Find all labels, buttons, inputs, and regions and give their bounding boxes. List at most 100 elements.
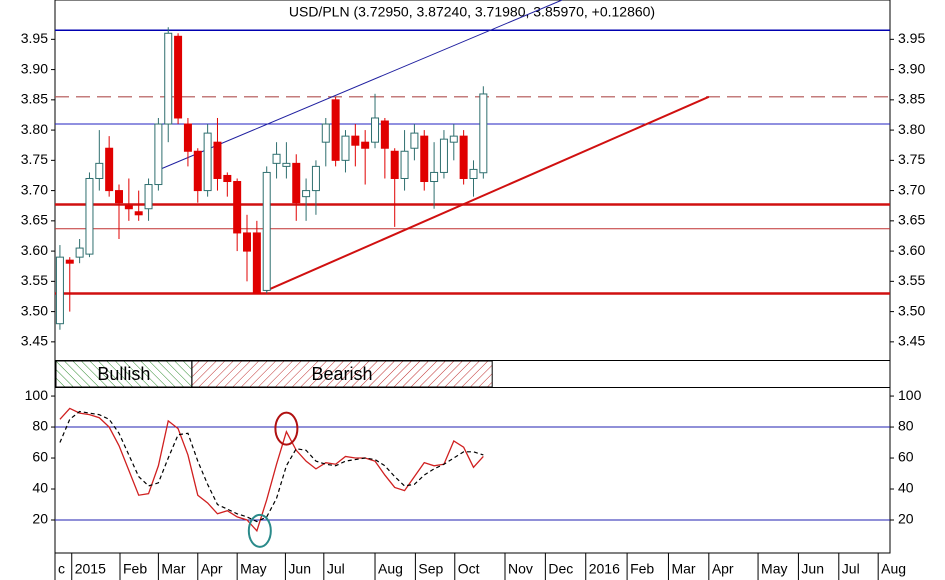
y-tick-label-right: 3.60 <box>898 242 925 258</box>
candle-body <box>65 259 74 264</box>
chart-title: USD/PLN (3.72950, 3.87240, 3.71980, 3.85… <box>289 4 655 20</box>
y-tick-label: 3.95 <box>21 30 48 46</box>
candle-body <box>479 93 488 174</box>
candle-body <box>85 177 94 255</box>
candle-body <box>449 135 458 143</box>
trend-line <box>158 0 563 171</box>
x-tick-label: Jul <box>842 561 860 577</box>
candle-body <box>252 232 261 294</box>
y-tick-label: 20 <box>32 511 48 527</box>
candle-body <box>430 171 439 183</box>
series-line <box>59 407 484 533</box>
candle-body <box>243 232 252 252</box>
x-tick-label: Apr <box>201 561 223 577</box>
candle-body <box>380 120 389 149</box>
y-tick-label-right: 3.95 <box>898 30 925 46</box>
y-tick-label: 60 <box>32 449 48 465</box>
y-tick-label: 3.50 <box>21 302 48 318</box>
candle-body <box>164 32 173 125</box>
candle-body <box>272 153 281 164</box>
x-tick-label: Oct <box>458 561 480 577</box>
region <box>191 360 493 388</box>
candle-body <box>292 162 301 204</box>
x-tick-label: 2015 <box>75 561 106 577</box>
y-tick-label-right: 3.50 <box>898 302 925 318</box>
y-tick-label-right: 20 <box>898 511 914 527</box>
x-tick-label: Jun <box>801 561 824 577</box>
y-tick-label: 3.80 <box>21 121 48 137</box>
candle-body <box>282 162 291 167</box>
y-tick-label-right: 3.70 <box>898 181 925 197</box>
candle-body <box>203 132 212 192</box>
y-tick-label-right: 3.65 <box>898 212 925 228</box>
candle-body <box>154 123 163 186</box>
candle-body <box>439 138 448 173</box>
x-tick-label: Apr <box>712 561 734 577</box>
candle-body <box>75 247 84 258</box>
highlight-circle <box>274 411 299 446</box>
candle-body <box>321 123 330 143</box>
candle-body <box>331 99 340 161</box>
y-tick-label: 3.70 <box>21 181 48 197</box>
y-tick-label: 40 <box>32 480 48 496</box>
trend-line <box>266 95 710 292</box>
y-tick-label-right: 3.75 <box>898 151 925 167</box>
candle-body <box>459 135 468 179</box>
y-tick-label: 100 <box>25 387 49 403</box>
series-line <box>59 410 484 523</box>
y-tick-label: 3.45 <box>21 333 48 349</box>
candle-body <box>341 135 350 161</box>
y-tick-label-right: 40 <box>898 480 914 496</box>
candle-body <box>183 123 192 152</box>
candle-body <box>115 190 124 204</box>
candle-body <box>420 135 429 183</box>
y-tick-label: 3.75 <box>21 151 48 167</box>
y-tick-label-right: 3.55 <box>898 272 925 288</box>
x-tick-label: Mar <box>161 561 185 577</box>
candle-body <box>233 181 242 234</box>
y-tick-label-right: 60 <box>898 449 914 465</box>
y-tick-label: 3.65 <box>21 212 48 228</box>
x-tick-label: May <box>761 561 787 577</box>
region-label: Bullish <box>97 364 150 384</box>
y-tick-label-right: 3.85 <box>898 91 925 107</box>
candle-body <box>400 150 409 179</box>
y-tick-label-right: 3.90 <box>898 60 925 76</box>
candle-body <box>410 132 419 149</box>
candle-body <box>213 141 222 179</box>
y-tick-label: 3.90 <box>21 60 48 76</box>
plot-area <box>55 0 890 330</box>
plot-area <box>55 407 890 533</box>
frame <box>54 0 891 554</box>
candle-body <box>95 162 104 179</box>
x-tick-label: Mar <box>671 561 695 577</box>
candle-body <box>371 117 380 143</box>
candle-body <box>311 165 320 192</box>
x-tick-label: 2016 <box>589 561 620 577</box>
highlight-circle <box>247 513 272 548</box>
candle-body <box>390 150 399 179</box>
x-tick-label: Nov <box>508 561 533 577</box>
y-tick-label: 3.85 <box>21 91 48 107</box>
x-tick-label: Jul <box>327 561 345 577</box>
y-tick-label: 3.60 <box>21 242 48 258</box>
region-label: Bearish <box>312 364 373 384</box>
candle-body <box>124 205 133 210</box>
candle-body <box>469 168 478 179</box>
x-tick-label: Feb <box>123 561 147 577</box>
x-tick-label: May <box>240 561 266 577</box>
candle-body <box>262 171 271 291</box>
candle-body <box>351 135 360 146</box>
x-tick-label: Jun <box>288 561 311 577</box>
candle-body <box>144 184 153 210</box>
candle-body <box>193 150 202 192</box>
y-tick-label-right: 80 <box>898 418 914 434</box>
y-tick-label-right: 3.80 <box>898 121 925 137</box>
x-tick-label: Feb <box>630 561 654 577</box>
candle-body <box>223 174 232 183</box>
candle-body <box>105 147 114 192</box>
candle-body <box>55 256 64 325</box>
x-tick-label: Aug <box>378 561 403 577</box>
candle-body <box>361 141 370 149</box>
